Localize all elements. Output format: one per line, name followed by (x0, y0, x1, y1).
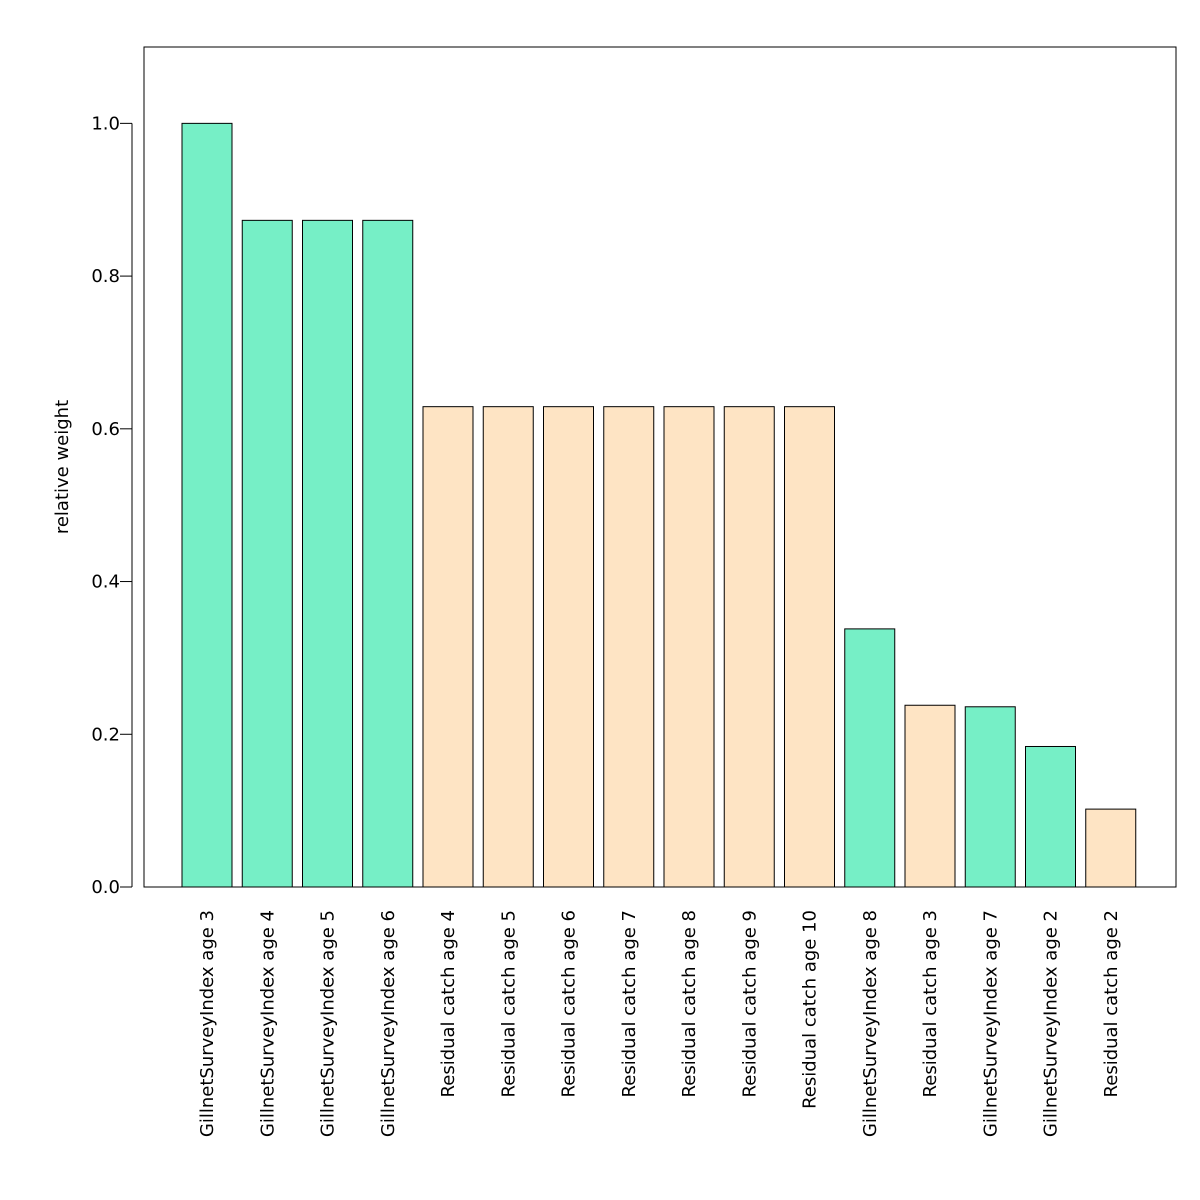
y-tick-label: 0.6 (91, 419, 120, 440)
bar-9 (663, 406, 715, 888)
bar-12 (844, 628, 896, 888)
x-tick-label: GillnetSurveyIndex age 7 (980, 910, 1001, 1137)
bar-7 (543, 406, 594, 888)
x-axis-labels: GillnetSurveyIndex age 3 GillnetSurveyInd… (197, 910, 1122, 1137)
bar-2 (241, 219, 293, 888)
y-tick-label: 0.4 (91, 572, 120, 593)
x-tick-label: Residual catch age 9 (739, 910, 760, 1097)
bar-11 (784, 406, 835, 888)
x-tick-label: Residual catch age 6 (559, 910, 580, 1097)
x-tick-label: GillnetSurveyIndex age 6 (378, 910, 399, 1137)
bar-8 (603, 406, 655, 888)
bar-4 (362, 219, 414, 888)
bar-16 (1085, 808, 1137, 888)
x-tick-label: GillnetSurveyIndex age 2 (1041, 910, 1062, 1137)
x-tick-label: Residual catch age 4 (438, 910, 459, 1097)
bar-1 (181, 122, 233, 888)
bar-13 (904, 704, 956, 888)
x-tick-label: GillnetSurveyIndex age 4 (257, 910, 278, 1137)
x-tick-label: Residual catch age 5 (498, 910, 519, 1097)
x-tick-label: Residual catch age 3 (920, 910, 941, 1097)
y-axis: 0.0 0.2 0.4 0.6 0.8 1.0 (91, 113, 133, 898)
y-axis-title: relative weight (52, 400, 73, 534)
bar-10 (723, 406, 775, 888)
x-tick-label: GillnetSurveyIndex age 8 (860, 910, 881, 1137)
x-tick-label: Residual catch age 10 (800, 910, 821, 1109)
bars-group (181, 122, 1137, 888)
bar-14 (964, 706, 1016, 888)
y-tick-label: 1.0 (91, 113, 120, 134)
x-tick-label: Residual catch age 7 (619, 910, 640, 1097)
bar-15 (1025, 745, 1076, 888)
x-tick-label: Residual catch age 2 (1101, 910, 1122, 1097)
bar-5 (422, 406, 474, 888)
y-tick-label: 0.8 (91, 266, 120, 287)
x-tick-label: Residual catch age 8 (679, 910, 700, 1097)
y-tick-label: 0.0 (91, 877, 120, 898)
bar-6 (482, 406, 534, 888)
plot-frame (143, 46, 1177, 888)
x-tick-label: GillnetSurveyIndex age 5 (318, 910, 339, 1137)
x-tick-label: GillnetSurveyIndex age 3 (197, 910, 218, 1137)
bar-3 (302, 219, 353, 888)
y-tick-label: 0.2 (91, 724, 120, 745)
